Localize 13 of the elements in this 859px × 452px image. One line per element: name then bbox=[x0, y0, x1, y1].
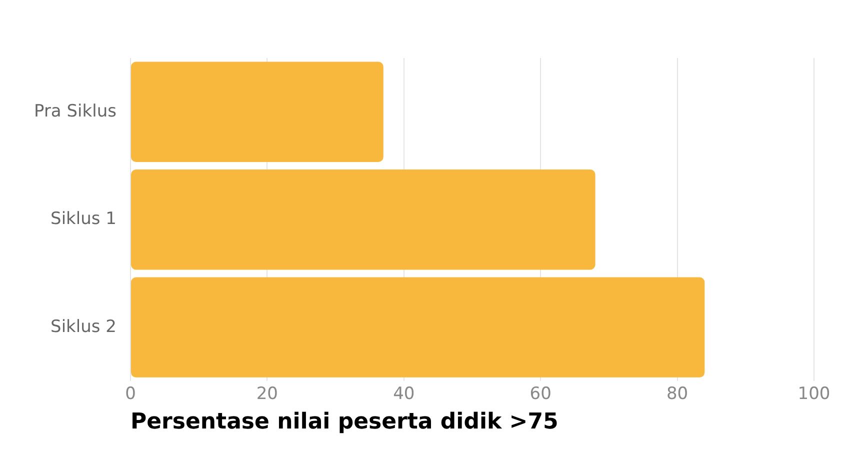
y-tick-label: Siklus 2 bbox=[50, 316, 116, 337]
x-tick-label: 0 bbox=[125, 384, 136, 404]
x-tick-label: 40 bbox=[393, 384, 415, 404]
bar bbox=[130, 62, 384, 162]
x-tick-label: 100 bbox=[798, 384, 830, 404]
y-tick-label: Siklus 1 bbox=[50, 209, 116, 230]
x-tick-label: 60 bbox=[530, 384, 552, 404]
x-axis-title: Persentase nilai peserta didik >75 bbox=[130, 410, 558, 435]
x-tick-label: 20 bbox=[256, 384, 278, 404]
bar bbox=[130, 277, 705, 378]
y-tick-label: Pra Siklus bbox=[34, 101, 117, 122]
x-tick-label: 80 bbox=[666, 384, 688, 404]
bar bbox=[130, 170, 596, 270]
